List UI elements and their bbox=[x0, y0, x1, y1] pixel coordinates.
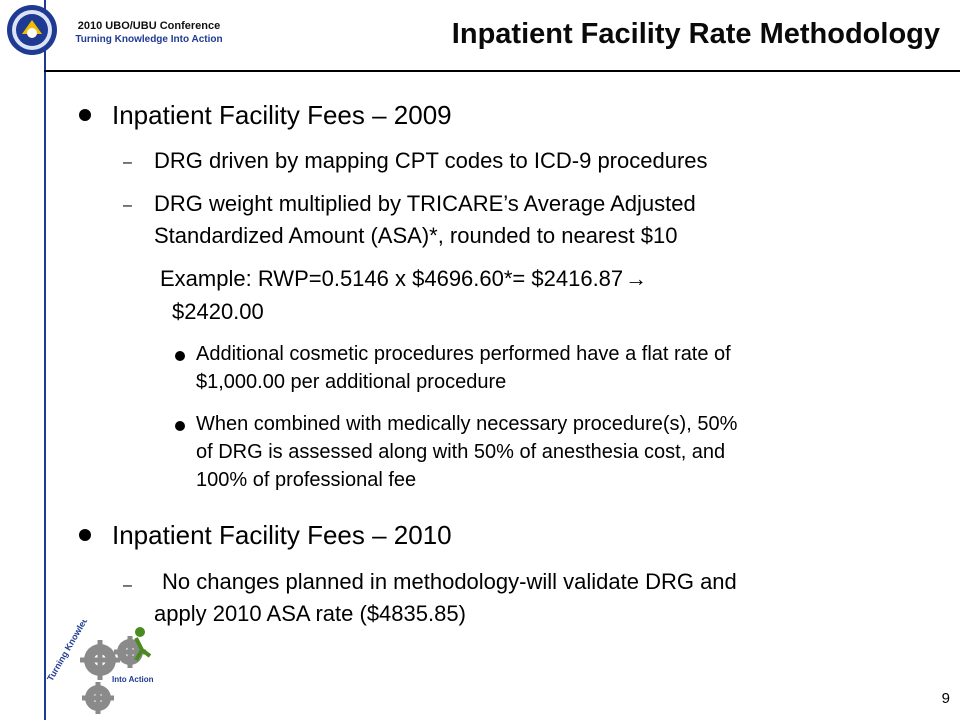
cosmetic-line1: Additional cosmetic procedures performed… bbox=[196, 343, 731, 365]
sub-bullet-dash: – bbox=[123, 197, 132, 214]
section-heading-2009: Inpatient Facility Fees – 2009 bbox=[112, 100, 452, 130]
example-line2: $2420.00 bbox=[172, 299, 264, 324]
dod-seal-icon bbox=[7, 5, 57, 55]
logo-text-2: Into Action bbox=[112, 675, 154, 684]
turning-knowledge-logo-icon: Turning Knowledge Into Action bbox=[45, 620, 154, 714]
section-heading-2010: Inpatient Facility Fees – 2010 bbox=[112, 520, 452, 550]
conference-tagline: Turning Knowledge Into Action bbox=[75, 34, 223, 45]
no-changes-text: No changes planned in methodology-will v… bbox=[154, 566, 737, 630]
page-number: 9 bbox=[941, 690, 950, 707]
cosmetic-line2: $1,000.00 per additional procedure bbox=[196, 371, 507, 393]
bullet-dot bbox=[175, 351, 185, 361]
bullet-dot bbox=[79, 109, 91, 121]
example-line1: Example: RWP=0.5146 x $4696.60*= $2416.8… bbox=[160, 266, 624, 291]
conference-branding: 2010 UBO/UBU Conference Turning Knowledg… bbox=[64, 20, 234, 46]
combined-line2: of DRG is assessed along with 50% of ane… bbox=[196, 441, 726, 463]
drg-weight-line1: DRG weight multiplied by TRICARE’s Avera… bbox=[154, 191, 696, 216]
conference-name: 2010 UBO/UBU Conference bbox=[77, 20, 221, 32]
drg-weight-line2: Standardized Amount (ASA)*, rounded to n… bbox=[154, 223, 678, 248]
combined-procedures-text: When combined with medically necessary p… bbox=[196, 410, 737, 494]
header-rule bbox=[44, 70, 960, 72]
example-calculation: Example: RWP=0.5146 x $4696.60*= $2416.8… bbox=[160, 262, 647, 328]
cosmetic-procedures-text: Additional cosmetic procedures performed… bbox=[196, 340, 731, 396]
drg-mapping-text: DRG driven by mapping CPT codes to ICD-9… bbox=[154, 148, 708, 173]
no-changes-line2: apply 2010 ASA rate ($4835.85) bbox=[154, 601, 466, 626]
bullet-dot bbox=[175, 421, 185, 431]
arrow-right-icon: → bbox=[625, 266, 648, 291]
drg-weight-text: DRG weight multiplied by TRICARE’s Avera… bbox=[154, 188, 696, 252]
slide-title: Inpatient Facility Rate Methodology bbox=[451, 18, 940, 50]
bullet-dot bbox=[79, 529, 91, 541]
sub-bullet-dash: – bbox=[123, 577, 132, 594]
combined-line3: 100% of professional fee bbox=[196, 469, 417, 491]
sub-bullet-dash: – bbox=[123, 154, 132, 171]
no-changes-line1: No changes planned in methodology-will v… bbox=[162, 569, 737, 594]
left-vertical-rule bbox=[44, 0, 46, 720]
combined-line1: When combined with medically necessary p… bbox=[196, 413, 738, 435]
